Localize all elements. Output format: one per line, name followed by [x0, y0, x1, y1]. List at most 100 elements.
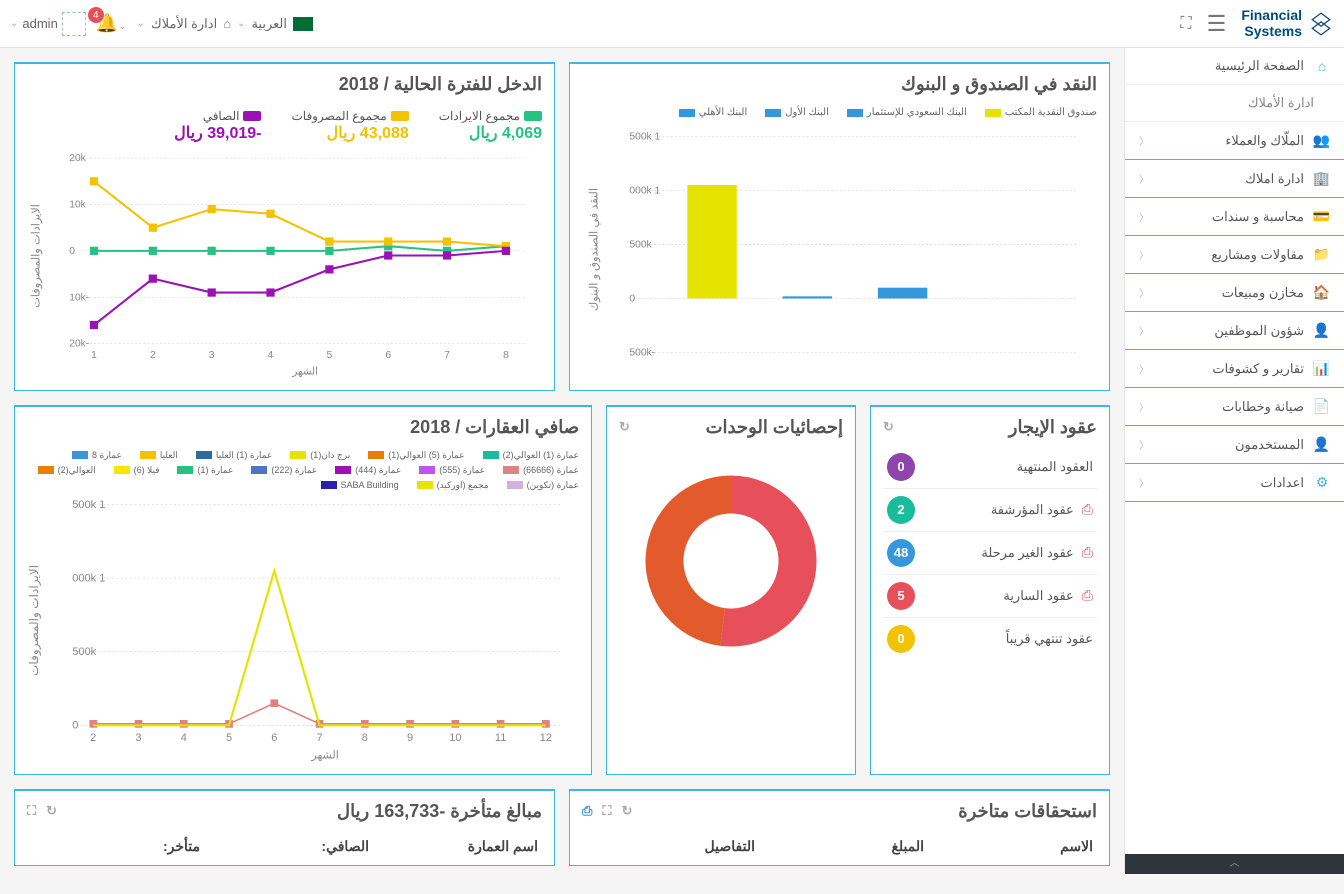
chevron-left-icon: 〈 [1139, 133, 1149, 148]
sidebar-icon: 👤 [1314, 436, 1330, 453]
legend-item: عمارة (1) العليا [196, 450, 272, 461]
legend-item: البنك الأهلي [679, 107, 747, 118]
sidebar-home[interactable]: ⌂الصفحة الرئيسية [1125, 48, 1344, 85]
svg-text:3: 3 [135, 731, 141, 743]
sidebar-item[interactable]: 📁مقاولات ومشاريع〈 [1125, 236, 1344, 274]
sidebar-item[interactable]: 👤شؤون الموظفين〈 [1125, 312, 1344, 350]
fullscreen-icon[interactable]: ⛶ [602, 803, 611, 819]
refresh-icon[interactable]: ↻ [619, 419, 630, 435]
chevron-left-icon: 〈 [1139, 247, 1149, 262]
svg-text:9: 9 [407, 731, 413, 743]
svg-text:7: 7 [316, 731, 322, 743]
sidebar-item[interactable]: 🏠مخازن ومبيعات〈 [1125, 274, 1344, 312]
sidebar-sub[interactable]: ادارة الأملاك [1125, 85, 1344, 122]
legend-item: برج دان(1) [290, 450, 350, 461]
stat-item: الصافي-39,019 ريال [174, 109, 261, 143]
legend-item: عمارة (66666) [503, 465, 579, 476]
svg-text:500k: 500k [72, 646, 96, 658]
refresh-icon[interactable]: ↻ [883, 419, 894, 435]
svg-text:-20k: -20k [69, 339, 89, 350]
legend-item: فيلا (6) [114, 465, 160, 476]
sidebar-icon: 🏢 [1314, 170, 1330, 187]
late-table-head: اسم العمارة الصافي: متأخر: [27, 830, 542, 855]
svg-text:8: 8 [362, 731, 368, 743]
contract-row: ⎙عقود الغير مرحلة48 [883, 532, 1097, 575]
legend-item: البنك الأول [765, 107, 829, 118]
legend-item: عمارة (5) العوالي(1) [368, 450, 464, 461]
print-icon[interactable]: ⎙ [1082, 544, 1093, 561]
svg-text:الشهر: الشهر [291, 366, 318, 377]
sidebar-item[interactable]: 📄صيانة وخطابات〈 [1125, 388, 1344, 426]
sidebar-icon: 🏠 [1314, 284, 1330, 301]
svg-text:4: 4 [181, 731, 187, 743]
sidebar-item[interactable]: 📊تقارير و كشوفات〈 [1125, 350, 1344, 388]
chevron-left-icon: 〈 [1139, 209, 1149, 224]
sidebar-icon: 📄 [1314, 398, 1330, 415]
sidebar-icon: 💳 [1314, 208, 1330, 225]
sidebar-icon: ⚙ [1314, 474, 1330, 491]
sidebar-item[interactable]: 💳محاسبة و سندات〈 [1125, 198, 1344, 236]
chevron-left-icon: 〈 [1139, 171, 1149, 186]
fullscreen-icon[interactable]: ⛶ [1180, 15, 1191, 33]
sidebar-item[interactable]: ⚙اعدادات〈 [1125, 464, 1344, 502]
sidebar-item[interactable]: 👥الملّاك والعملاء〈 [1125, 122, 1344, 160]
svg-text:10k: 10k [69, 200, 86, 211]
legend-item: مجمع (اوركيد) [417, 480, 489, 491]
card-late: مبالغ متأخرة -163,733 ريال ↻ ⛶ اسم العما… [14, 789, 555, 866]
sidebar-collapse[interactable]: ︿ [1125, 854, 1344, 874]
fullscreen-icon[interactable]: ⛶ [27, 803, 36, 819]
svg-text:5: 5 [327, 350, 333, 361]
chevron-left-icon: 〈 [1139, 399, 1149, 414]
sidebar-icon: 📊 [1314, 360, 1330, 377]
refresh-icon[interactable]: ↻ [622, 803, 633, 819]
contract-row: عقود تنتهي قريباً0 [883, 618, 1097, 660]
print-icon[interactable]: ⎙ [1082, 501, 1093, 518]
user-name: admin [22, 16, 57, 31]
chevron-left-icon: 〈 [1139, 323, 1149, 338]
contract-row: ⎙عقود المؤرشفة2 [883, 489, 1097, 532]
svg-text:1: 1 [91, 350, 97, 361]
legend-item: عمارة 8 [72, 450, 122, 461]
card-units: إحصائيات الوحدات ↻ [606, 405, 856, 775]
legend-item: العليا [140, 450, 178, 461]
svg-text:2: 2 [150, 350, 156, 361]
topbar: FinancialSystems ☰ ⛶ ⌄ admin 🔔⌄ 4 ⌄ ادار… [0, 0, 1344, 48]
count-badge: 5 [887, 582, 915, 610]
logo-icon [1308, 11, 1334, 37]
svg-text:-10k: -10k [69, 292, 89, 303]
chevron-left-icon: 〈 [1139, 285, 1149, 300]
card-net: صافي العقارات / 2018 عمارة 8العلياعمارة … [14, 405, 592, 775]
svg-text:7: 7 [444, 350, 450, 361]
print-icon[interactable]: ⎙ [1082, 587, 1093, 604]
sidebar: ⌂الصفحة الرئيسية ادارة الأملاك 👥الملّاك … [1124, 48, 1344, 874]
menu-toggle-icon[interactable]: ☰ [1207, 11, 1227, 37]
svg-text:3: 3 [209, 350, 215, 361]
svg-text:6: 6 [385, 350, 391, 361]
sidebar-item[interactable]: 👤المستخدمون〈 [1125, 426, 1344, 464]
legend-item: SABA Building [321, 480, 399, 491]
refresh-icon[interactable]: ↻ [46, 803, 57, 819]
brand-logo: FinancialSystems [1241, 8, 1334, 39]
print-icon[interactable]: ⎙ [582, 803, 592, 819]
notifications-icon[interactable]: 🔔⌄ 4 [96, 13, 127, 34]
legend-item: عمارة (222) [251, 465, 317, 476]
svg-text:الشهر: الشهر [310, 749, 338, 761]
legend-item: العوالي(2) [38, 465, 96, 476]
income-chart: -20k-10k010k20k 12345678 الايرادات والمص… [27, 153, 542, 380]
flag-icon [293, 17, 313, 31]
svg-text:1 000k: 1 000k [629, 185, 660, 196]
legend-item: عمارة (444) [335, 465, 401, 476]
sidebar-item[interactable]: 🏢ادارة املاك〈 [1125, 160, 1344, 198]
count-badge: 0 [887, 453, 915, 481]
svg-text:-500k: -500k [629, 348, 655, 359]
card-income: الدخل للفترة الحالية / 2018 مجموع الايرا… [14, 62, 555, 391]
svg-text:1 500k: 1 500k [72, 499, 105, 511]
legend-item: البنك السعودي للإستثمار [847, 107, 967, 118]
svg-text:0: 0 [69, 246, 75, 257]
svg-text:11: 11 [495, 731, 506, 743]
user-menu[interactable]: ⌄ admin [10, 12, 86, 36]
chevron-left-icon: 〈 [1139, 361, 1149, 376]
svg-text:2: 2 [90, 731, 96, 743]
svg-text:1 000k: 1 000k [72, 572, 105, 584]
svg-text:النقد في الصندوق و البنوك: النقد في الصندوق و البنوك [588, 188, 600, 311]
